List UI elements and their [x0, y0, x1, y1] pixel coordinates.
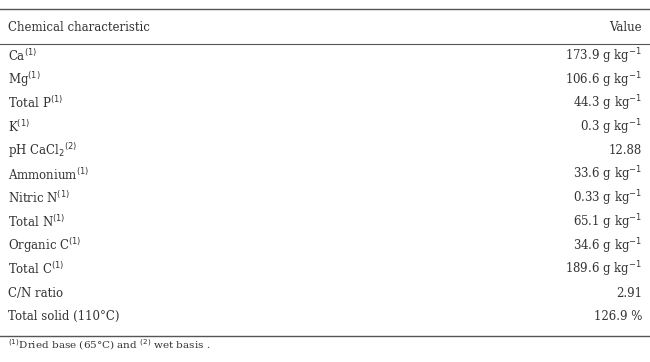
Text: 12.88: 12.88	[609, 144, 642, 157]
Text: Nitric N$^{(1)}$: Nitric N$^{(1)}$	[8, 190, 70, 206]
Text: Organic C$^{(1)}$: Organic C$^{(1)}$	[8, 236, 81, 255]
Text: 106.6 g kg$^{-1}$: 106.6 g kg$^{-1}$	[566, 70, 642, 89]
Text: Mg$^{(1)}$: Mg$^{(1)}$	[8, 70, 40, 89]
Text: Total solid (110°C): Total solid (110°C)	[8, 310, 120, 323]
Text: Value: Value	[610, 21, 642, 34]
Text: C/N ratio: C/N ratio	[8, 287, 63, 300]
Text: pH CaCl$_2$$^{(2)}$: pH CaCl$_2$$^{(2)}$	[8, 142, 77, 160]
Text: 0.3 g kg$^{-1}$: 0.3 g kg$^{-1}$	[580, 117, 642, 137]
Text: 44.3 g kg$^{-1}$: 44.3 g kg$^{-1}$	[573, 94, 642, 113]
Text: $^{(1)}$Dried base (65°C) and $^{(2)}$ wet basis .: $^{(1)}$Dried base (65°C) and $^{(2)}$ w…	[8, 337, 210, 352]
Text: 126.9 %: 126.9 %	[594, 310, 642, 323]
Text: 189.6 g kg$^{-1}$: 189.6 g kg$^{-1}$	[566, 260, 642, 279]
Text: K$^{(1)}$: K$^{(1)}$	[8, 119, 30, 135]
Text: Total C$^{(1)}$: Total C$^{(1)}$	[8, 261, 64, 277]
Text: Ammonium$^{(1)}$: Ammonium$^{(1)}$	[8, 167, 89, 182]
Text: Total P$^{(1)}$: Total P$^{(1)}$	[8, 96, 63, 111]
Text: 2.91: 2.91	[616, 287, 642, 300]
Text: Total N$^{(1)}$: Total N$^{(1)}$	[8, 214, 65, 230]
Text: Ca$^{(1)}$: Ca$^{(1)}$	[8, 48, 37, 64]
Text: 0.33 g kg$^{-1}$: 0.33 g kg$^{-1}$	[573, 189, 642, 208]
Text: 34.6 g kg$^{-1}$: 34.6 g kg$^{-1}$	[573, 236, 642, 256]
Text: 65.1 g kg$^{-1}$: 65.1 g kg$^{-1}$	[573, 212, 642, 232]
Text: 33.6 g kg$^{-1}$: 33.6 g kg$^{-1}$	[573, 165, 642, 184]
Text: 173.9 g kg$^{-1}$: 173.9 g kg$^{-1}$	[566, 46, 642, 66]
Text: Chemical characteristic: Chemical characteristic	[8, 21, 150, 34]
